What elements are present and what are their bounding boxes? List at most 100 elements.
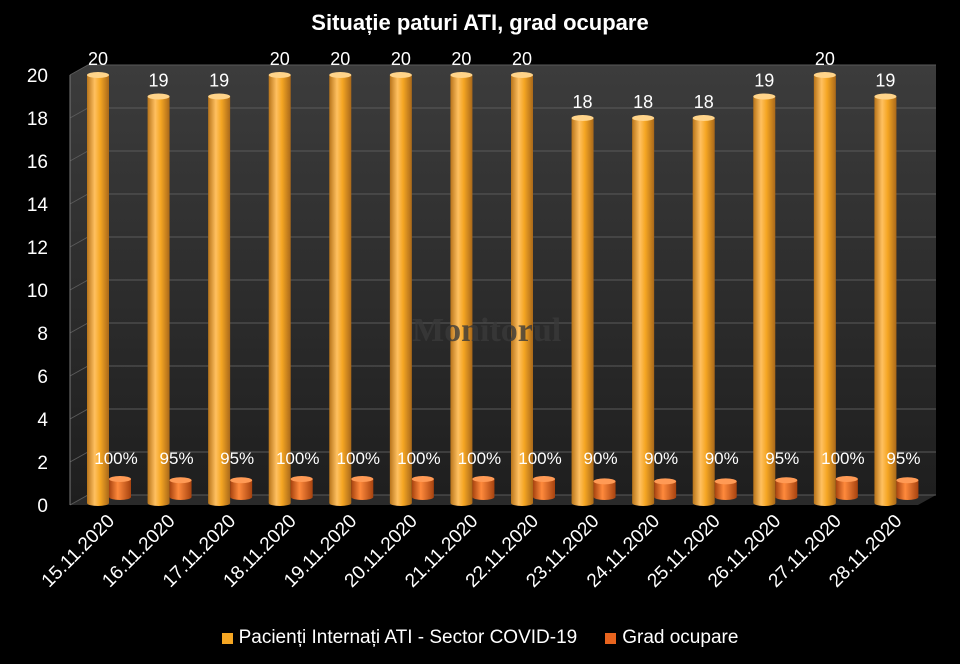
- data-label-occupancy: 95%: [160, 449, 194, 468]
- bar-patients-body: [87, 75, 109, 506]
- floor: [70, 495, 936, 505]
- bar-occupancy-top: [775, 477, 798, 484]
- bar-patients-top: [147, 93, 170, 100]
- y-tick-label: 6: [37, 367, 48, 388]
- bar-patients-top: [450, 72, 473, 78]
- bar-occupancy: [230, 477, 253, 500]
- data-label-patients: 18: [573, 92, 593, 112]
- bar-occupancy-body: [775, 480, 798, 500]
- bar-patients-top: [268, 72, 291, 78]
- bar-patients: [87, 72, 109, 506]
- bar-patients-top: [753, 93, 776, 100]
- bar-patients-top: [87, 72, 109, 78]
- y-tick-label: 2: [37, 453, 48, 474]
- bar-occupancy-body: [411, 479, 434, 500]
- bar-occupancy-body: [351, 479, 374, 500]
- data-label-occupancy: 100%: [276, 449, 319, 468]
- data-label-patients: 20: [88, 49, 108, 69]
- bar-patients-top: [329, 72, 352, 78]
- data-label-patients: 20: [815, 49, 835, 69]
- bar-occupancy-body: [714, 481, 737, 500]
- bar-patients-body: [268, 75, 291, 506]
- bar-occupancy-top: [654, 478, 677, 485]
- bar-occupancy-top: [411, 476, 434, 482]
- data-label-occupancy: 100%: [94, 449, 137, 468]
- bar-occupancy-top: [472, 476, 495, 482]
- bar-patients: [874, 93, 897, 506]
- legend-item-patients: Pacienți Internați ATI - Sector COVID-19: [221, 627, 578, 649]
- bar-occupancy: [533, 476, 555, 500]
- data-label-patients: 19: [875, 71, 895, 91]
- data-label-patients: 18: [633, 92, 653, 112]
- y-tick-label: 8: [37, 324, 48, 345]
- bar-occupancy-body: [896, 480, 919, 500]
- bar-patients-top: [813, 72, 836, 78]
- bar-occupancy: [714, 478, 737, 500]
- bar-occupancy-body: [169, 480, 192, 500]
- watermark-logo: Monitorul: [412, 312, 562, 349]
- bar-occupancy: [896, 477, 919, 500]
- data-label-occupancy: 100%: [337, 449, 380, 468]
- bar-patients: [632, 115, 655, 506]
- bar-patients: [268, 72, 291, 506]
- bar-occupancy-body: [230, 480, 253, 500]
- bar-patients: [813, 72, 836, 506]
- bar-occupancy: [472, 476, 495, 500]
- bar-patients: [511, 72, 533, 506]
- y-tick-label: 10: [27, 281, 48, 302]
- bar-occupancy-top: [896, 477, 919, 484]
- bar-occupancy-top: [351, 476, 374, 482]
- bar-occupancy-top: [714, 478, 737, 485]
- data-label-occupancy: 100%: [518, 449, 561, 468]
- bar-patients-top: [692, 115, 715, 121]
- bar-patients-body: [389, 75, 412, 506]
- bar-patients-body: [692, 118, 715, 506]
- data-label-occupancy: 95%: [765, 449, 799, 468]
- data-label-occupancy: 95%: [220, 449, 254, 468]
- legend: Pacienți Internați ATI - Sector COVID-19…: [0, 627, 960, 649]
- data-label-occupancy: 90%: [644, 449, 678, 468]
- chart-title: Situație paturi ATI, grad ocupare: [311, 10, 649, 35]
- bar-occupancy: [775, 477, 798, 500]
- bar-patients-body: [753, 96, 776, 506]
- bar-patients: [329, 72, 352, 506]
- bar-patients-body: [329, 75, 352, 506]
- data-label-patients: 20: [391, 49, 411, 69]
- bar-patients-body: [208, 96, 231, 506]
- x-axis: 15.11.202016.11.202017.11.202018.11.2020…: [38, 511, 907, 592]
- data-label-occupancy: 100%: [821, 449, 864, 468]
- bar-occupancy-top: [593, 478, 616, 485]
- legend-swatch-occupancy: [605, 632, 617, 644]
- y-tick-label: 0: [37, 496, 48, 517]
- data-label-patients: 18: [694, 92, 714, 112]
- bar-patients: [753, 93, 776, 506]
- bar-occupancy-body: [290, 479, 313, 500]
- bar-occupancy-body: [593, 481, 616, 500]
- bar-patients: [450, 72, 473, 506]
- y-tick-label: 20: [27, 66, 48, 87]
- bar-occupancy-top: [109, 476, 131, 482]
- y-tick-label: 16: [27, 152, 48, 173]
- legend-label-patients: Pacienți Internați ATI - Sector COVID-19: [238, 627, 578, 648]
- bar-occupancy: [169, 477, 192, 500]
- y-tick-label: 4: [37, 410, 48, 431]
- legend-label-occupancy: Grad ocupare: [622, 627, 739, 648]
- bar-patients: [692, 115, 715, 506]
- data-label-occupancy: 90%: [584, 449, 618, 468]
- bar-patients-body: [874, 96, 897, 506]
- bar-occupancy: [654, 478, 677, 500]
- data-label-occupancy: 90%: [705, 449, 739, 468]
- data-label-patients: 20: [270, 49, 290, 69]
- y-tick-label: 14: [27, 195, 49, 216]
- back-wall: [70, 65, 936, 505]
- data-label-patients: 20: [512, 49, 532, 69]
- bar-occupancy-top: [169, 477, 192, 484]
- bar-occupancy: [351, 476, 374, 500]
- bar-occupancy-top: [835, 476, 858, 482]
- bar-patients-top: [389, 72, 412, 78]
- bar-patients-body: [632, 118, 655, 506]
- data-label-patients: 19: [209, 71, 229, 91]
- bar-patients: [571, 115, 594, 506]
- bar-occupancy-top: [290, 476, 313, 482]
